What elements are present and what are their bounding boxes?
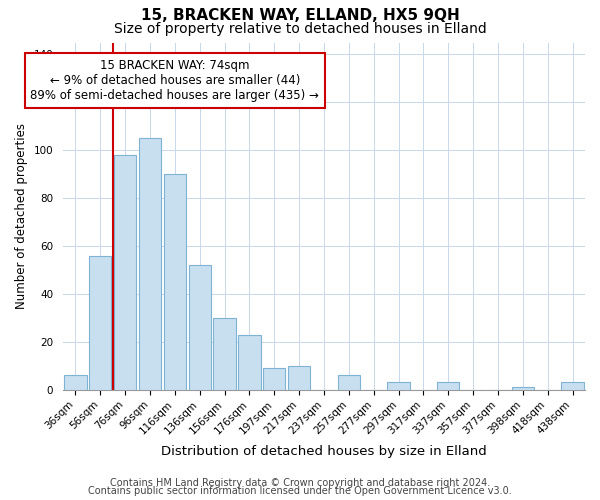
Bar	[288, 366, 310, 390]
Text: Size of property relative to detached houses in Elland: Size of property relative to detached ho…	[113, 22, 487, 36]
Bar	[64, 375, 86, 390]
Bar	[214, 318, 236, 390]
Bar	[114, 155, 136, 390]
Bar	[238, 334, 260, 390]
Text: Contains public sector information licensed under the Open Government Licence v3: Contains public sector information licen…	[88, 486, 512, 496]
Y-axis label: Number of detached properties: Number of detached properties	[15, 123, 28, 309]
Bar	[263, 368, 286, 390]
Text: 15, BRACKEN WAY, ELLAND, HX5 9QH: 15, BRACKEN WAY, ELLAND, HX5 9QH	[140, 8, 460, 22]
Bar	[437, 382, 460, 390]
Bar	[89, 256, 112, 390]
Bar	[562, 382, 584, 390]
Bar	[338, 375, 360, 390]
Bar	[388, 382, 410, 390]
Text: 15 BRACKEN WAY: 74sqm
← 9% of detached houses are smaller (44)
89% of semi-detac: 15 BRACKEN WAY: 74sqm ← 9% of detached h…	[31, 60, 319, 102]
Bar	[139, 138, 161, 390]
Bar	[188, 265, 211, 390]
X-axis label: Distribution of detached houses by size in Elland: Distribution of detached houses by size …	[161, 444, 487, 458]
Bar	[512, 387, 534, 390]
Text: Contains HM Land Registry data © Crown copyright and database right 2024.: Contains HM Land Registry data © Crown c…	[110, 478, 490, 488]
Bar	[164, 174, 186, 390]
